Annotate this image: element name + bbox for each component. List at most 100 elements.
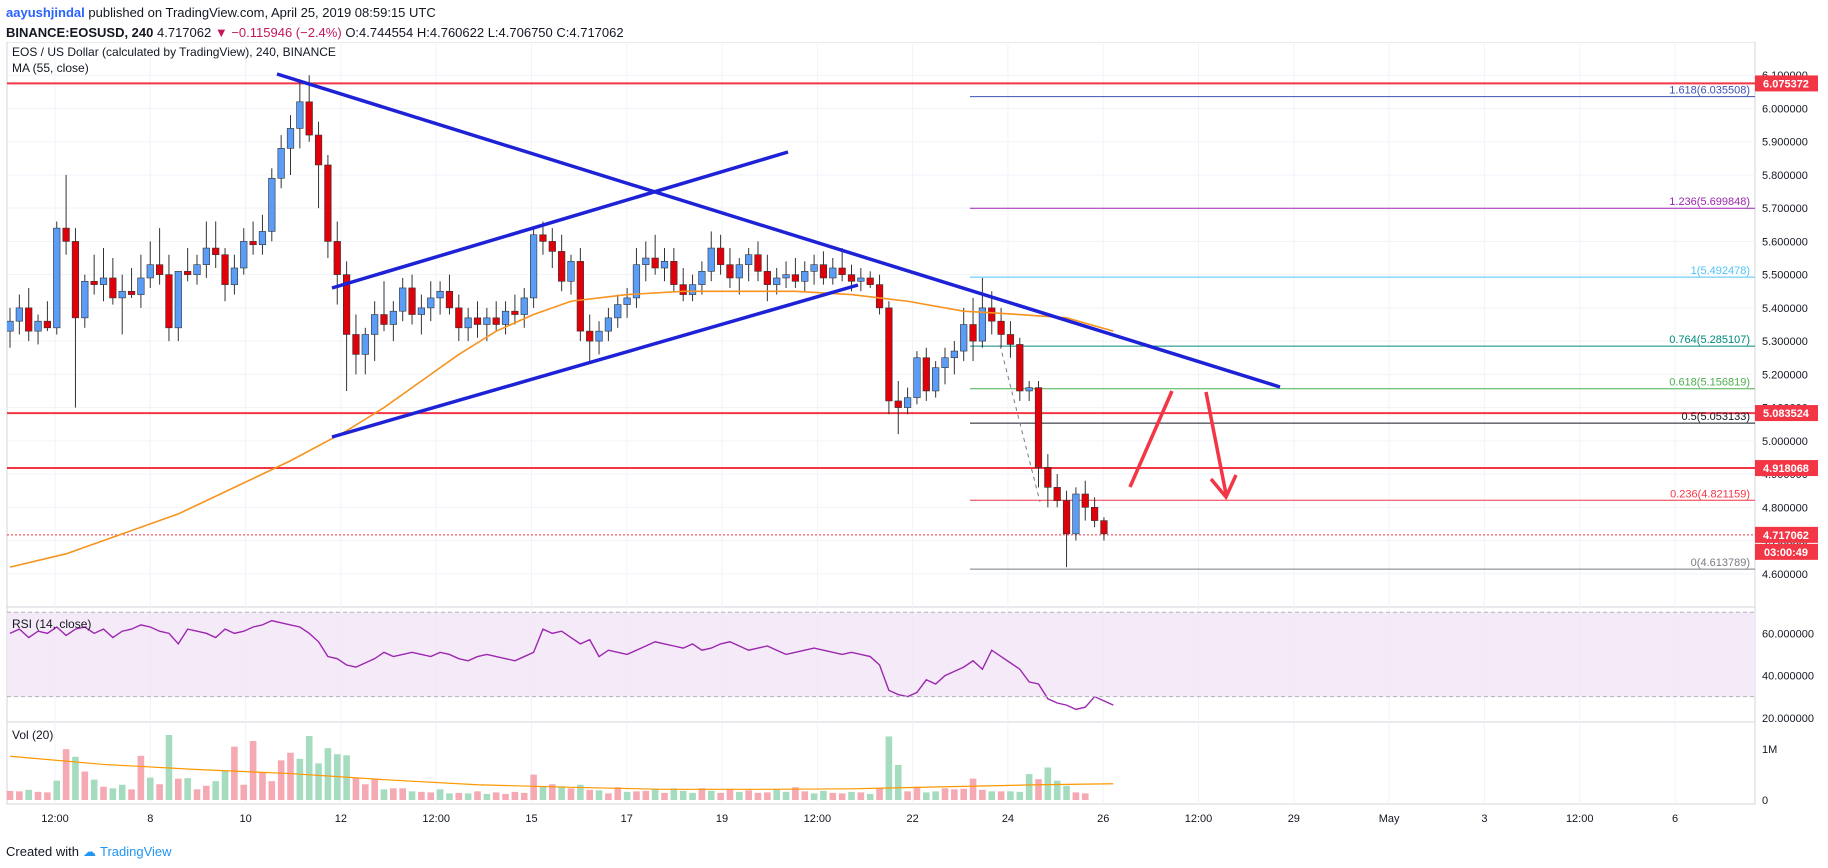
time-tick-label: 12:00 [1185,813,1213,825]
volume-bar [1044,767,1052,800]
candle-body [754,254,762,272]
candle-body [1053,487,1061,501]
volume-bar [754,792,762,800]
candle-body [258,231,267,246]
candle-body [922,357,930,392]
candle-body [763,271,771,285]
price-tick-label: 5.600000 [1762,236,1808,248]
candle-body [791,274,799,282]
candle-body [698,271,706,285]
volume-bar [231,746,238,800]
volume-bar [1053,780,1061,800]
candle-body [184,271,192,275]
volume-bar [156,784,163,800]
candle-body [25,307,33,332]
volume-bar [670,788,678,800]
candle-body [296,101,304,129]
last-price: 4.717062 [157,25,212,40]
author-link[interactable]: aayushjindal [6,5,85,20]
candle-body [1006,334,1015,345]
candle-body [838,267,846,275]
candle-body [7,320,14,332]
candle-body [427,297,435,309]
volume-bar [287,752,294,800]
candle-body [34,320,42,332]
volume-bar [44,792,51,800]
down-arrow-head[interactable] [1209,474,1238,501]
volume-bar [988,791,996,800]
price-axis[interactable]: 4.6000004.7000004.8000004.9000005.000000… [1762,70,1814,807]
level-price-label: 4.918068 [1763,463,1809,475]
up-arrow-line[interactable] [1128,390,1174,488]
lower-channel-line[interactable] [331,283,859,439]
volume-bar [324,748,332,800]
volume-bar [904,791,911,800]
time-tick-label: 29 [1288,813,1300,825]
candle-body [464,317,472,329]
candle-body [950,350,958,359]
time-tick-label: 10 [239,813,251,825]
candle-body [146,264,154,279]
tradingview-brand[interactable]: TradingView [99,844,172,859]
volume-bar [633,791,640,800]
volume-bar [979,789,986,800]
volume-bar [455,792,463,800]
volume-bar [418,791,425,800]
price-tick-label: 4.600000 [1762,569,1808,581]
price-tick-label: 5.700000 [1762,203,1808,215]
upper-channel-line[interactable] [331,150,789,290]
volume-bar [1035,779,1042,800]
rsi-legend: RSI (14, close) [12,617,91,631]
descending-trendline[interactable] [276,72,1281,389]
volume-bar [128,789,135,800]
volume-bar [567,788,575,800]
candle-body [277,148,285,179]
time-tick-label: 12 [335,813,347,825]
candle-body [352,334,360,355]
volume-bar [876,788,883,800]
volume-bar [698,788,706,800]
candle-body [716,247,725,265]
published-text: published on TradingView.com, April 25, … [88,5,436,20]
volume-bar [212,781,219,800]
volume-bar [1081,793,1089,800]
candle-body [90,280,98,285]
volume-bar [240,784,248,800]
volume-bar [894,764,902,800]
candle-body [969,324,977,342]
fib-level-label: 0.5(5.053133) [1682,411,1751,423]
volume-bar [118,784,126,800]
volume-bar [62,749,70,800]
time-axis[interactable]: 12:00 8 10 12 12:00 15 17 19 12:00 22 24 26 12:00 29 M… [41,813,1678,825]
candle-body [857,277,865,282]
volume-bar [745,790,752,800]
rsi-tick-label: 20.000000 [1762,713,1814,725]
time-tick-label: 19 [716,813,728,825]
candle-body [492,317,500,325]
volume-bar [249,741,257,800]
volume-bar [577,784,584,800]
candle-body [875,284,884,309]
volume-bar [848,791,855,800]
candle-body [529,234,538,299]
chart-canvas[interactable]: 1.618(6.035508) 1.236(5.699848) 1(5.492478… [0,42,1828,840]
candle-body [1025,387,1033,392]
candle-body [109,277,117,299]
down-arrow-line[interactable] [1204,391,1228,495]
volume-bar [305,735,313,800]
volume-bar [193,789,201,800]
volume-bar [53,780,61,800]
candle-body [660,261,669,269]
volume-bar [390,788,397,800]
volume-bar [72,756,79,800]
volume-bar [679,790,687,800]
level-price-label: 5.083524 [1763,408,1810,420]
rsi-tick-label: 40.000000 [1762,671,1814,683]
volume-tick-label: 0 [1762,795,1768,807]
volume-bar [717,792,724,800]
candle-body [679,284,687,295]
volume-tick-label: 1M [1762,744,1777,756]
volume-bar [764,792,771,800]
time-tick-label: 26 [1097,813,1109,825]
fib-level-label: 0.236(4.821159) [1670,488,1750,500]
